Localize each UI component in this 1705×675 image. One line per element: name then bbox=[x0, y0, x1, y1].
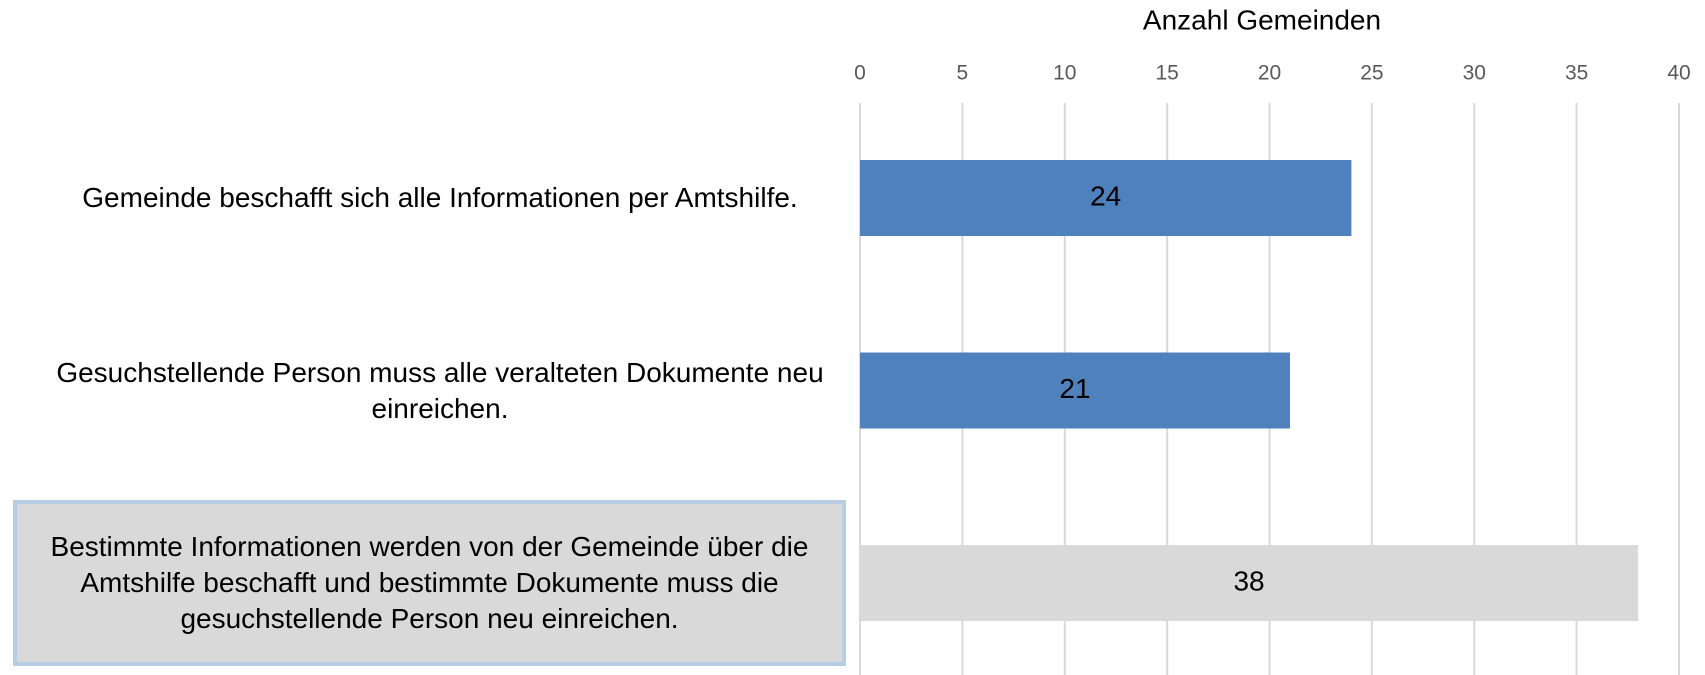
x-tick-label: 20 bbox=[1258, 62, 1281, 85]
x-tick-label: 25 bbox=[1360, 62, 1383, 85]
x-tick-label: 5 bbox=[957, 62, 969, 85]
axis-title: Anzahl Gemeinden bbox=[1143, 4, 1381, 35]
x-tick-label: 10 bbox=[1053, 62, 1076, 85]
value-label: 24 bbox=[1090, 180, 1121, 211]
category-label: Bestimmte Informationen werden von der G… bbox=[13, 500, 846, 666]
x-tick-label: 15 bbox=[1155, 62, 1178, 85]
bar bbox=[860, 160, 1352, 236]
bar bbox=[860, 352, 1290, 429]
bar bbox=[860, 545, 1639, 621]
category-label: Gemeinde beschafft sich alle Information… bbox=[82, 182, 798, 213]
x-tick-label: 30 bbox=[1463, 62, 1486, 85]
category-label: Gesuchstellende Person muss alle veralte… bbox=[56, 356, 824, 424]
x-tick-label: 0 bbox=[854, 62, 866, 85]
x-tick-label: 40 bbox=[1667, 62, 1690, 85]
value-label: 21 bbox=[1059, 373, 1090, 404]
x-tick-label: 35 bbox=[1565, 62, 1588, 85]
value-label: 38 bbox=[1233, 565, 1264, 596]
